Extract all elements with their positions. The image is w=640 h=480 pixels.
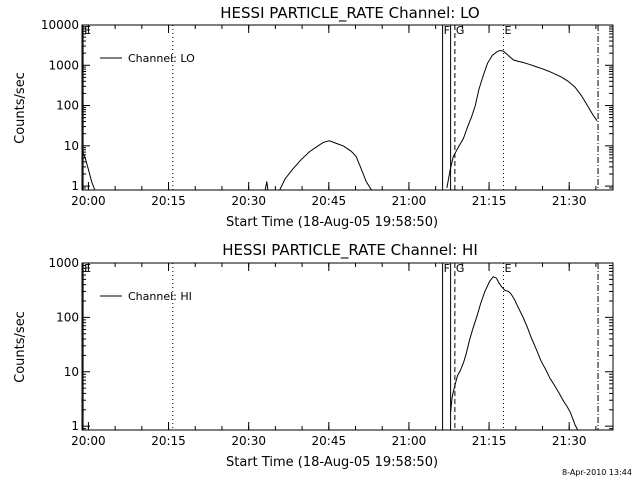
hi-x-tick-label: 21:30: [552, 434, 587, 448]
hi-y-axis-label: Counts/sec: [13, 311, 28, 383]
hi-event-marker-label: G: [456, 262, 465, 275]
lo-y-tick-label: 10: [64, 139, 79, 153]
lo-channel-panel: HESSI PARTICLE_RATE Channel: LO Counts/s…: [13, 4, 614, 230]
hi-y-tick-label: 1000: [48, 256, 79, 270]
lo-series-line: [446, 49, 598, 188]
lo-x-tick-label: 20:45: [312, 194, 347, 208]
hi-chart-title: HESSI PARTICLE_RATE Channel: HI: [222, 241, 478, 260]
lo-x-tick-label: 21:00: [392, 194, 427, 208]
lo-series-line: [279, 140, 372, 190]
hi-x-tick-label: 21:15: [472, 434, 507, 448]
hi-event-marker-label: F: [444, 262, 450, 275]
lo-y-tick-label: 10000: [41, 18, 79, 32]
generation-timestamp: 8-Apr-2010 13:44: [562, 468, 632, 477]
lo-x-tick-label: 21:30: [552, 194, 587, 208]
lo-chart-title: HESSI PARTICLE_RATE Channel: LO: [220, 4, 479, 23]
lo-event-marker-label: F: [444, 24, 450, 37]
lo-event-marker-label: E: [504, 24, 511, 37]
hi-channel-panel: HESSI PARTICLE_RATE Channel: HI Counts/s…: [13, 241, 614, 470]
lo-y-tick-label: 1: [71, 179, 79, 193]
lo-x-tick-label: 21:15: [472, 194, 507, 208]
lo-x-tick-label: 20:30: [231, 194, 266, 208]
hi-series-line: [450, 276, 579, 430]
lo-event-marker-label: G: [456, 24, 465, 37]
hi-y-tick-label: 1: [71, 419, 79, 433]
lo-x-tick-label: 20:15: [151, 194, 186, 208]
hi-x-tick-label: 20:45: [312, 434, 347, 448]
lo-plot-frame: [81, 24, 614, 191]
lo-series-line: [82, 149, 96, 190]
lo-x-axis-label: Start Time (18-Aug-05 19:58:50): [226, 215, 438, 230]
hi-x-tick-label: 20:00: [71, 434, 106, 448]
hi-x-tick-label: 20:30: [231, 434, 266, 448]
lo-y-axis-label: Counts/sec: [13, 72, 28, 144]
hi-x-tick-label: 20:15: [151, 434, 186, 448]
hi-y-tick-label: 10: [64, 365, 79, 379]
lo-legend-label: Channel: LO: [128, 52, 195, 65]
lo-x-tick-label: 20:00: [71, 194, 106, 208]
hi-x-tick-label: 21:00: [392, 434, 427, 448]
hi-y-tick-label: 100: [56, 310, 79, 324]
hi-x-axis-label: Start Time (18-Aug-05 19:58:50): [226, 455, 438, 470]
lo-y-tick-label: 100: [56, 99, 79, 113]
hi-legend-label: Channel: HI: [128, 290, 192, 303]
lo-series-line: [264, 181, 269, 190]
lo-event-marker-label: E: [84, 24, 91, 37]
hi-plot-frame: [81, 262, 614, 431]
hi-event-marker-label: E: [84, 262, 91, 275]
hi-event-marker-label: E: [504, 262, 511, 275]
lo-y-tick-label: 1000: [48, 58, 79, 72]
